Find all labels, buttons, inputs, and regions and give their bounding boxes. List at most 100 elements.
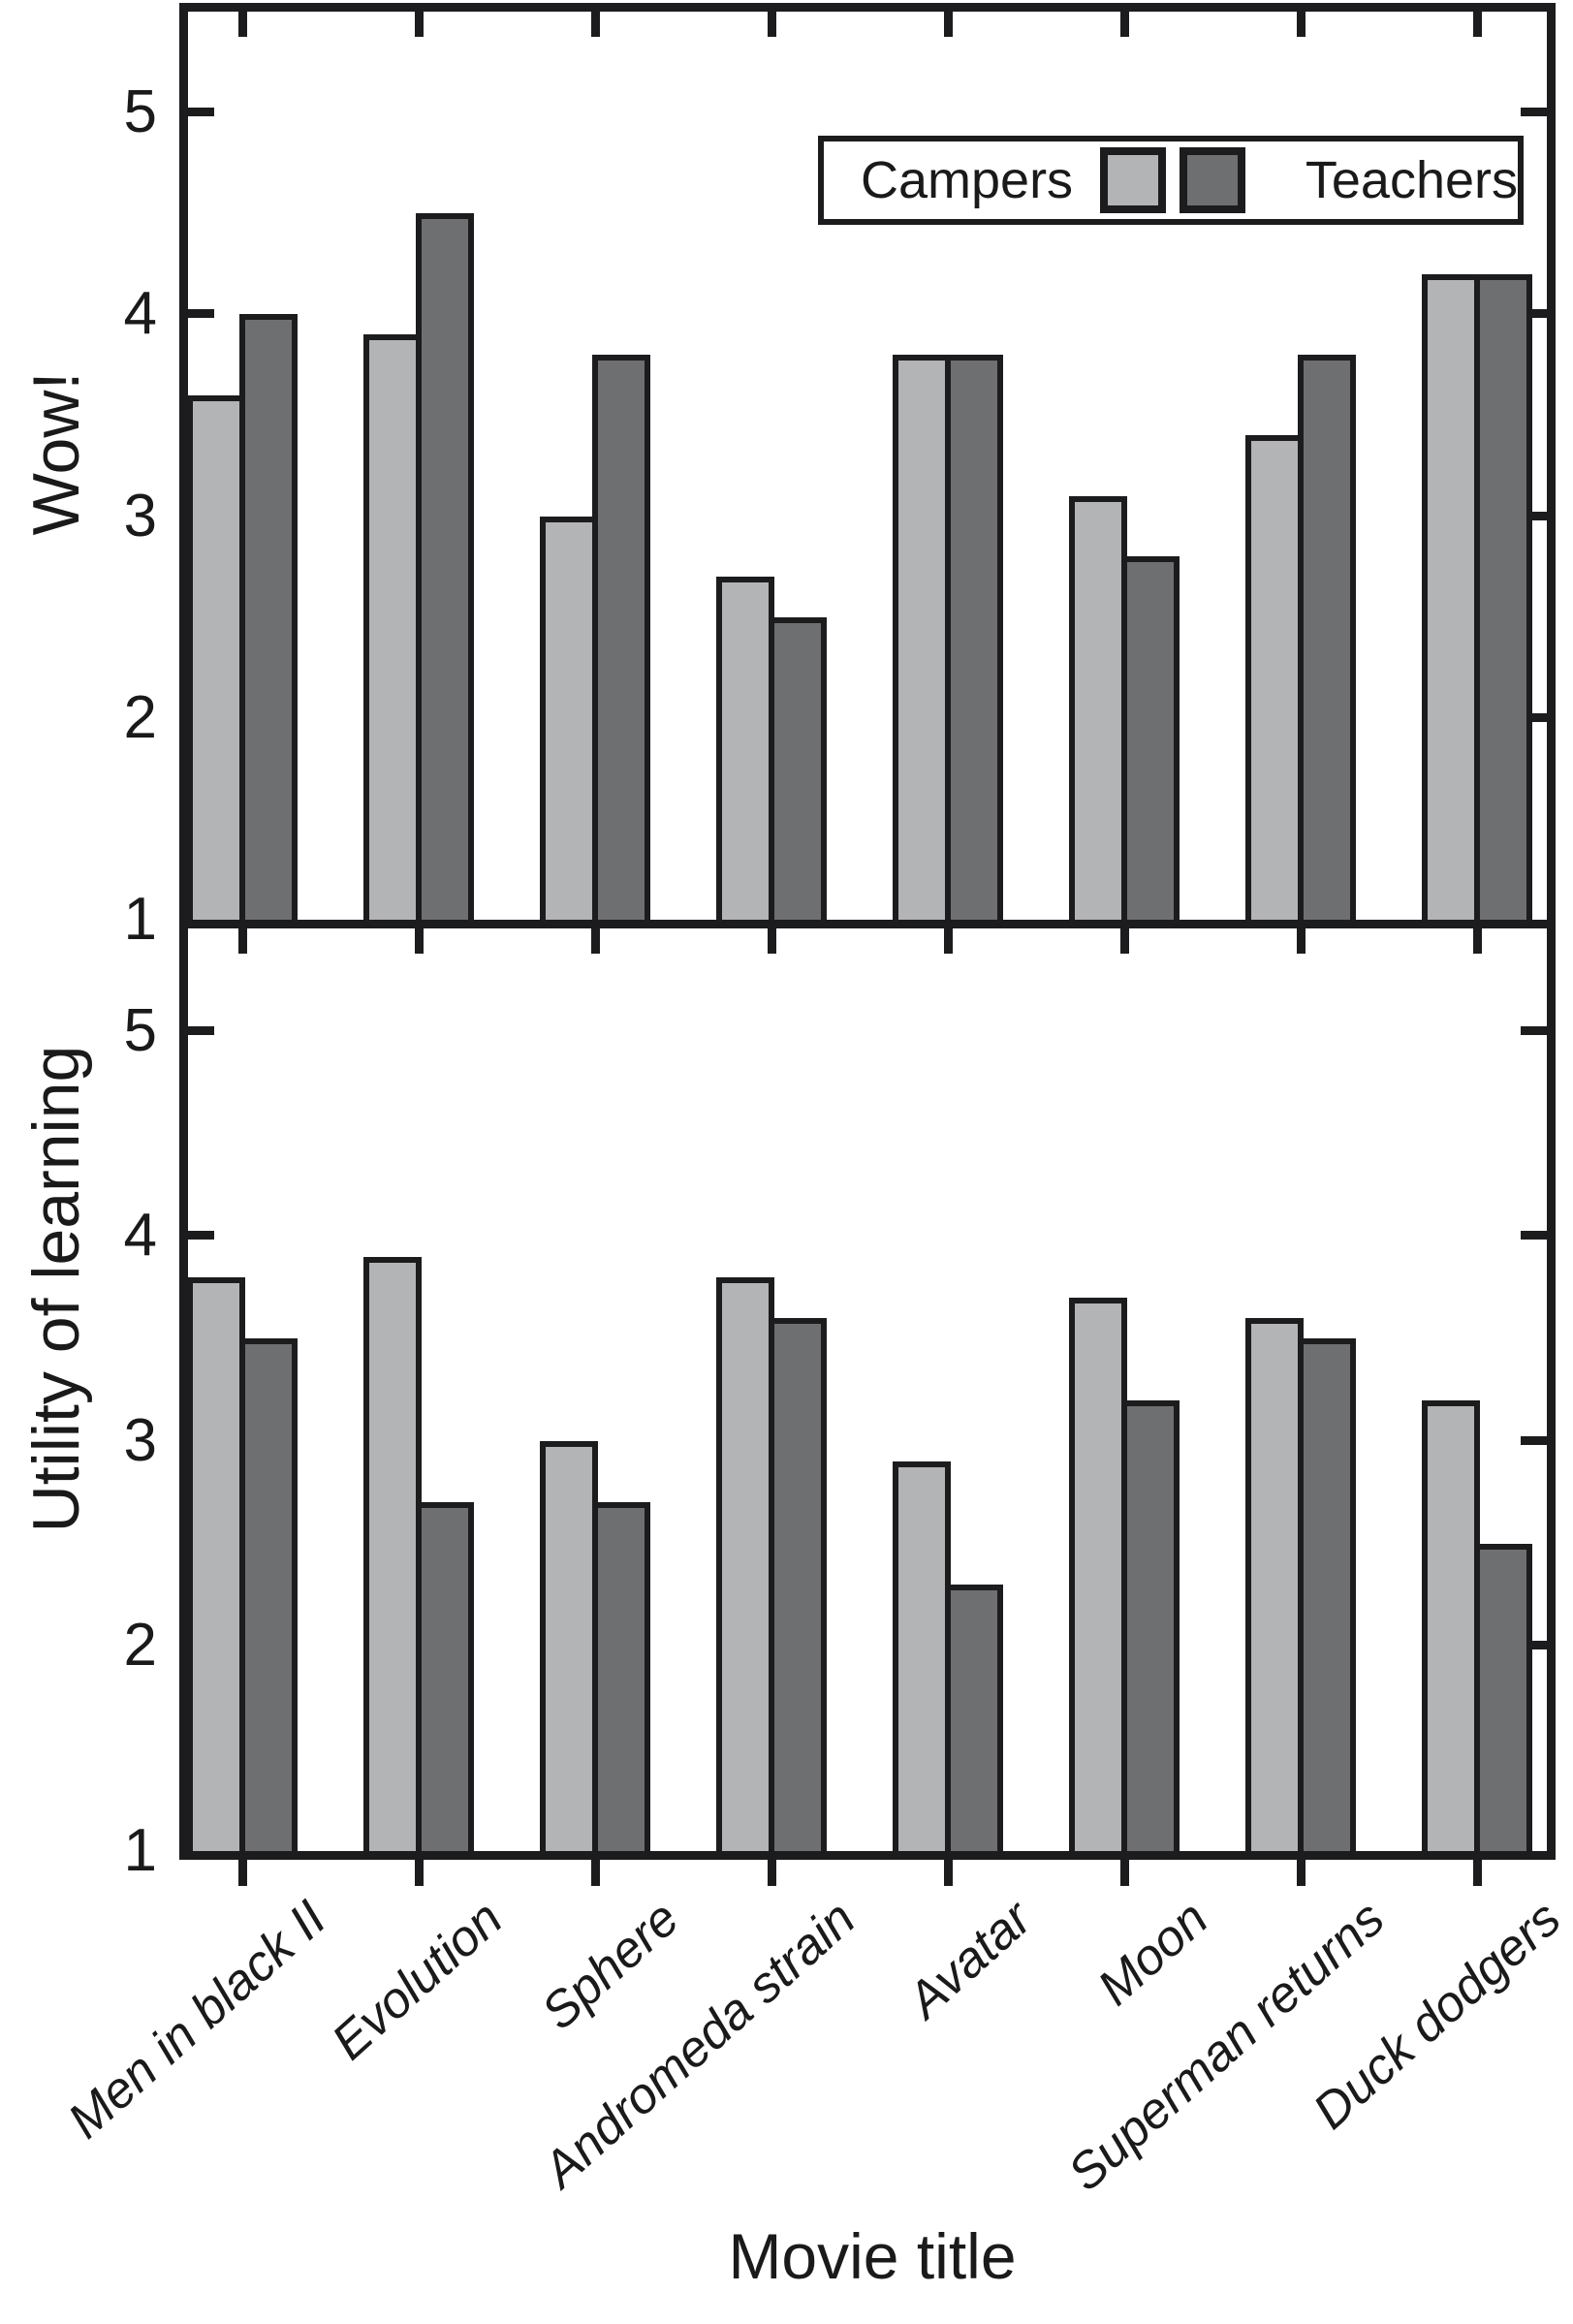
teachers-swatch: [1179, 147, 1245, 213]
legend-campers-label: Campers: [861, 151, 1074, 209]
bar-teachers-avatar: [945, 354, 1003, 920]
x-tick-top-3: [768, 12, 776, 37]
x-tick-bottom-0: [238, 1860, 247, 1886]
bar-group-andromeda-strain: [716, 12, 827, 920]
y-axis-title-utility-text: Utility of learning: [19, 1045, 93, 1533]
bar-teachers-avatar: [945, 1584, 1003, 1851]
y-tick-2: [1521, 712, 1547, 722]
bar-campers-moon: [1069, 495, 1127, 920]
x-tick-bottom-6: [1297, 1860, 1306, 1886]
y-tick-label-1: 1: [123, 1817, 157, 1884]
bar-group-superman-returns: [1245, 12, 1356, 920]
y-tick-label-5: 5: [123, 996, 157, 1064]
bar-campers-duck-dodgers: [1422, 1399, 1480, 1851]
bar-teachers-superman-returns: [1298, 354, 1356, 920]
bar-teachers-superman-returns: [1298, 1338, 1356, 1851]
y-tick-4: [1521, 309, 1547, 319]
x-tick-top-5: [1120, 928, 1129, 954]
bar-group-avatar: [893, 12, 1003, 920]
bar-campers-superman-returns: [1245, 1317, 1304, 1851]
x-tick-bottom-7: [1473, 1860, 1482, 1886]
bar-teachers-moon: [1121, 1399, 1180, 1851]
y-tick-5: [1521, 108, 1547, 117]
legend-teachers-label: Teachers: [1305, 151, 1518, 209]
x-tick-bottom-1: [415, 1860, 424, 1886]
y-tick-3: [1521, 1435, 1547, 1445]
utility-panel: [179, 920, 1556, 1860]
bar-teachers-andromeda-strain: [769, 1317, 827, 1851]
campers-swatch: [1100, 147, 1166, 213]
bar-group-moon: [1069, 928, 1180, 1851]
bar-group-avatar: [893, 928, 1003, 1851]
y-tick-label-5: 5: [123, 79, 157, 146]
x-tick-top-6: [1297, 928, 1306, 954]
bar-group-moon: [1069, 12, 1180, 920]
bar-campers-evolution: [363, 334, 422, 920]
y-tick-label-4: 4: [123, 280, 157, 348]
y-tick-label-3: 3: [123, 482, 157, 550]
bar-group-evolution: [363, 928, 474, 1851]
x-tick-top-7: [1473, 12, 1482, 37]
bar-group-men-in-black-ii: [187, 928, 298, 1851]
bar-teachers-evolution: [416, 213, 474, 920]
y-axis-title-wow-text: Wow!: [19, 371, 93, 536]
bar-campers-sphere: [540, 1440, 598, 1851]
x-tick-top-1: [415, 928, 424, 954]
x-tick-top-4: [944, 928, 953, 954]
x-tick-bottom-4: [944, 1860, 953, 1886]
bar-teachers-moon: [1121, 556, 1180, 920]
y-tick-4: [1521, 1231, 1547, 1241]
bar-group-duck-dodgers: [1422, 12, 1532, 920]
x-tick-top-5: [1120, 12, 1129, 37]
bar-teachers-duck-dodgers: [1474, 273, 1532, 920]
y-tick-4: [188, 309, 214, 319]
x-tick-top-2: [591, 12, 600, 37]
y-tick-5: [188, 108, 214, 117]
y-tick-label-4: 4: [123, 1202, 157, 1270]
bar-campers-men-in-black-ii: [187, 394, 245, 920]
bar-campers-duck-dodgers: [1422, 273, 1480, 920]
x-tick-top-7: [1473, 928, 1482, 954]
y-tick-4: [188, 1231, 214, 1241]
y-tick-5: [188, 1025, 214, 1035]
bar-campers-superman-returns: [1245, 435, 1304, 920]
y-tick-label-1: 1: [123, 886, 157, 953]
x-tick-top-6: [1297, 12, 1306, 37]
y-tick-2: [1521, 1641, 1547, 1650]
bar-teachers-evolution: [416, 1502, 474, 1851]
x-tick-bottom-2: [591, 1860, 600, 1886]
y-tick-label-2: 2: [123, 683, 157, 751]
bar-teachers-andromeda-strain: [769, 616, 827, 920]
bar-campers-avatar: [893, 1461, 951, 1851]
bar-teachers-sphere: [592, 1502, 650, 1851]
y-tick-label-3: 3: [123, 1406, 157, 1474]
bar-campers-andromeda-strain: [716, 1276, 774, 1851]
bar-group-andromeda-strain: [716, 928, 827, 1851]
bar-teachers-duck-dodgers: [1474, 1543, 1532, 1851]
bar-teachers-men-in-black-ii: [239, 1338, 298, 1851]
x-tick-top-2: [591, 928, 600, 954]
bar-group-sphere: [540, 12, 650, 920]
y-tick-5: [1521, 1025, 1547, 1035]
legend: Campers Teachers: [818, 136, 1524, 225]
x-tick-top-3: [768, 928, 776, 954]
utility-plot-area: [187, 928, 1547, 1851]
bar-group-superman-returns: [1245, 928, 1356, 1851]
y-tick-label-2: 2: [123, 1612, 157, 1680]
bar-teachers-men-in-black-ii: [239, 314, 298, 920]
bar-group-evolution: [363, 12, 474, 920]
x-tick-bottom-3: [768, 1860, 776, 1886]
y-tick-3: [1521, 511, 1547, 520]
x-tick-bottom-5: [1120, 1860, 1129, 1886]
bar-campers-avatar: [893, 354, 951, 920]
bar-campers-evolution: [363, 1256, 422, 1851]
bar-campers-moon: [1069, 1297, 1127, 1851]
bar-group-duck-dodgers: [1422, 928, 1532, 1851]
bar-campers-sphere: [540, 516, 598, 920]
x-tick-top-0: [238, 12, 247, 37]
wow-panel: Campers Teachers: [179, 3, 1556, 928]
x-tick-top-0: [238, 928, 247, 954]
bar-teachers-sphere: [592, 354, 650, 920]
bar-group-men-in-black-ii: [187, 12, 298, 920]
